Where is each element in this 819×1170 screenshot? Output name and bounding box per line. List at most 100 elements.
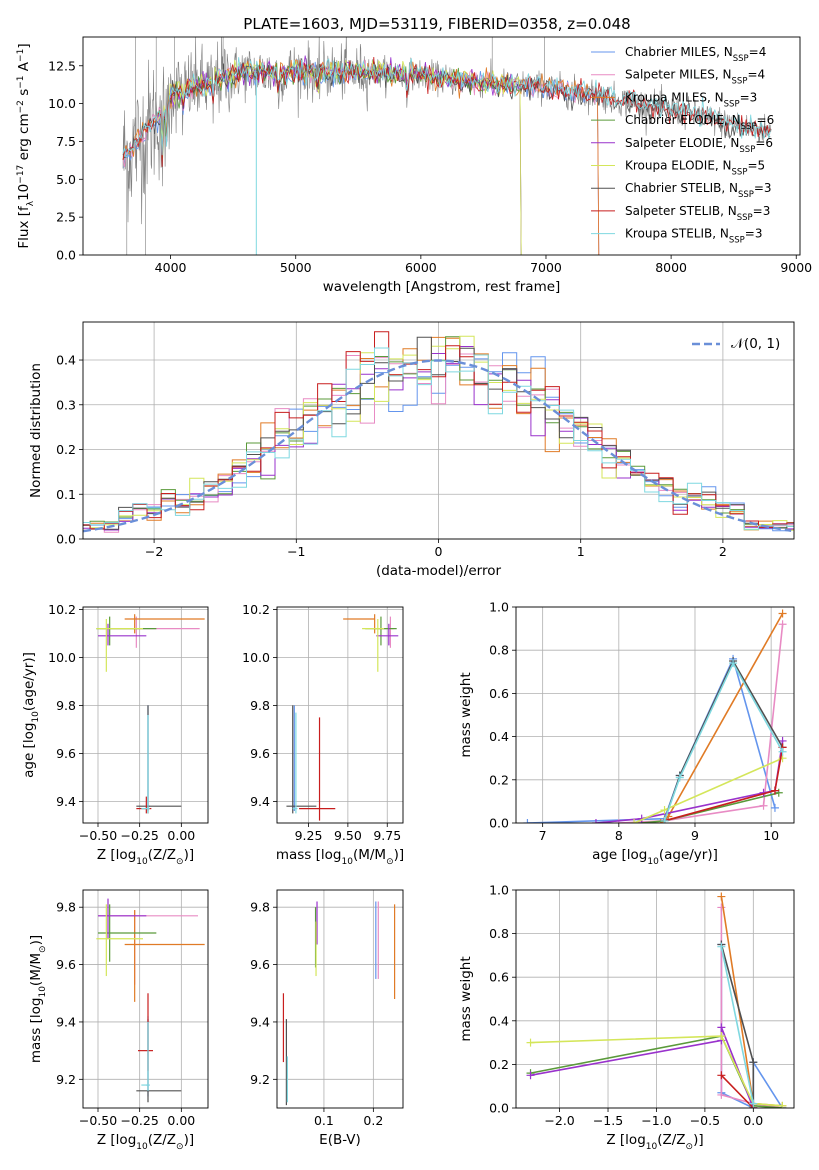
y-tick-label: 9.8 <box>56 900 76 915</box>
y-tick-label: 9.2 <box>56 1072 76 1087</box>
axes-frame <box>82 606 209 824</box>
x-tick-label: −1.0 <box>641 1113 671 1128</box>
plus-marker <box>717 892 726 901</box>
legend: Chabrier MILES, NSSP=4 Salpeter MILES, NS… <box>591 45 774 246</box>
plot-area <box>83 331 794 533</box>
x-axis-label: age [log10(age/yr)] <box>592 847 718 867</box>
y-tick-label: 0.4 <box>56 353 76 368</box>
plus-marker <box>591 819 600 823</box>
y-tick-label: 9.4 <box>56 1014 76 1029</box>
x-tick-label: 0.00 <box>167 828 195 843</box>
series-line-kroupa-elodie <box>530 1035 783 1107</box>
plus-marker <box>660 816 669 823</box>
y-tick-label: 10.0 <box>48 96 76 111</box>
series-line-salpeter-miles <box>720 907 783 1108</box>
y-tick-label: 10.0 <box>242 650 270 665</box>
axes-frame <box>276 889 404 1109</box>
series-line-kroupa-stelib <box>720 946 755 1104</box>
x-tick-label: 9 <box>691 828 699 843</box>
legend-label: Chabrier ELODIE, NSSP=6 <box>625 113 774 132</box>
y-tick-label: 0.0 <box>489 816 509 831</box>
plus-marker <box>729 659 738 668</box>
x-tick-label: 9.75 <box>373 828 401 843</box>
x-tick-label: 0.0 <box>743 1113 763 1128</box>
y-axis-label: mass weight <box>458 956 474 1041</box>
x-tick-label: −2 <box>145 544 163 559</box>
legend-label: Kroupa STELIB, NSSP=3 <box>625 227 763 246</box>
axes-frame <box>82 36 801 256</box>
y-tick-label: 0.6 <box>489 686 509 701</box>
axes-frame <box>515 606 795 824</box>
y-tick-label: 9.6 <box>250 957 270 972</box>
plus-marker <box>717 1032 726 1041</box>
axes-frame <box>82 889 209 1109</box>
plot-area <box>96 614 205 814</box>
y-tick-label: 0.8 <box>489 643 509 658</box>
y-tick-label: 0.2 <box>489 1057 509 1072</box>
y-axis-label: Flux [fλ10−17 erg cm−2 s−1 A−1] <box>16 43 36 248</box>
legend-label: Salpeter MILES, NSSP=4 <box>625 68 765 87</box>
x-tick-label: 9.25 <box>295 828 323 843</box>
x-axis-label: E(B-V) <box>319 1132 361 1148</box>
plus-marker <box>770 803 779 812</box>
x-tick-label: −0.25 <box>121 828 159 843</box>
y-tick-label: 0.1 <box>56 487 76 502</box>
y-tick-label: 7.5 <box>56 134 76 149</box>
y-tick-label: 9.4 <box>56 794 76 809</box>
y-tick-label: 9.2 <box>250 1072 270 1087</box>
y-tick-label: 1.0 <box>489 883 509 898</box>
x-tick-label: 2 <box>719 544 727 559</box>
plot-area <box>96 898 205 1103</box>
x-tick-label: 0 <box>435 544 443 559</box>
y-tick-label: 0.4 <box>489 1013 509 1028</box>
y-tick-label: 9.6 <box>56 746 76 761</box>
plot-area <box>122 37 772 255</box>
plus-marker <box>778 1101 787 1108</box>
x-tick-label: −1 <box>287 544 305 559</box>
axes-age-vs-Z: −0.50 −0.25 0.00 9.4 9.6 9.8 10.0 10.2 Z [log10(… <box>21 602 209 867</box>
y-tick-label: 9.4 <box>250 1014 270 1029</box>
y-tick-label: 5.0 <box>56 172 76 187</box>
legend-label: Kroupa MILES, NSSP=3 <box>625 90 757 109</box>
y-tick-label: 9.8 <box>56 698 76 713</box>
x-tick-label: −0.25 <box>121 1113 159 1128</box>
plus-marker <box>717 942 726 951</box>
y-tick-label: 9.6 <box>250 746 270 761</box>
y-tick-label: 0.0 <box>56 532 76 547</box>
x-tick-label: −2.0 <box>544 1113 574 1128</box>
plus-marker <box>717 1090 726 1099</box>
y-tick-label: 12.5 <box>48 58 76 73</box>
axes-frame <box>82 321 795 540</box>
plus-marker <box>759 801 768 810</box>
x-tick-label: 0.1 <box>314 1113 334 1128</box>
legend-label: 𝒩(0, 1) <box>731 336 780 352</box>
x-axis-label: Z [log10(Z/Z⊙)] <box>97 847 194 867</box>
x-tick-label: −0.50 <box>79 1113 117 1128</box>
x-tick-label: −0.50 <box>79 828 117 843</box>
x-tick-label: 1 <box>577 544 585 559</box>
legend-label: Salpeter ELODIE, NSSP=6 <box>625 136 773 155</box>
plus-marker <box>675 773 684 782</box>
axes-frame <box>515 889 795 1109</box>
plus-marker <box>526 1038 535 1047</box>
y-tick-label: 9.6 <box>56 957 76 972</box>
x-tick-label: 9000 <box>780 260 812 275</box>
series-line-salpeter-stelib <box>720 1074 754 1108</box>
axes-age-vs-mass: 9.25 9.50 9.75 9.4 9.6 9.8 10.0 10.2 mass [log10… <box>242 602 404 867</box>
x-axis-label: wavelength [Angstrom, rest frame] <box>323 279 561 295</box>
y-axis-label: mass weight <box>458 672 474 757</box>
plus-marker <box>630 819 639 823</box>
x-tick-label: 9.50 <box>334 828 362 843</box>
normal-curve <box>83 359 792 533</box>
legend-label: Salpeter STELIB, NSSP=3 <box>625 204 770 223</box>
x-tick-label: −1.5 <box>593 1113 623 1128</box>
axes-residuals: −2 −1 0 1 2 0.0 0.1 0.2 0.3 0.4 (data-model)/error… <box>28 321 795 579</box>
y-tick-label: 0.2 <box>489 772 509 787</box>
axes-mass-vs-ebv: 0.1 0.2 9.2 9.4 9.6 9.8 E(B-V) <box>250 889 404 1148</box>
x-axis-label: Z [log10(Z/Z⊙)] <box>97 1132 194 1152</box>
x-axis-label: mass [log10(M/M⊙)] <box>276 847 404 867</box>
plus-marker <box>749 1099 758 1108</box>
plus-marker <box>717 903 726 912</box>
